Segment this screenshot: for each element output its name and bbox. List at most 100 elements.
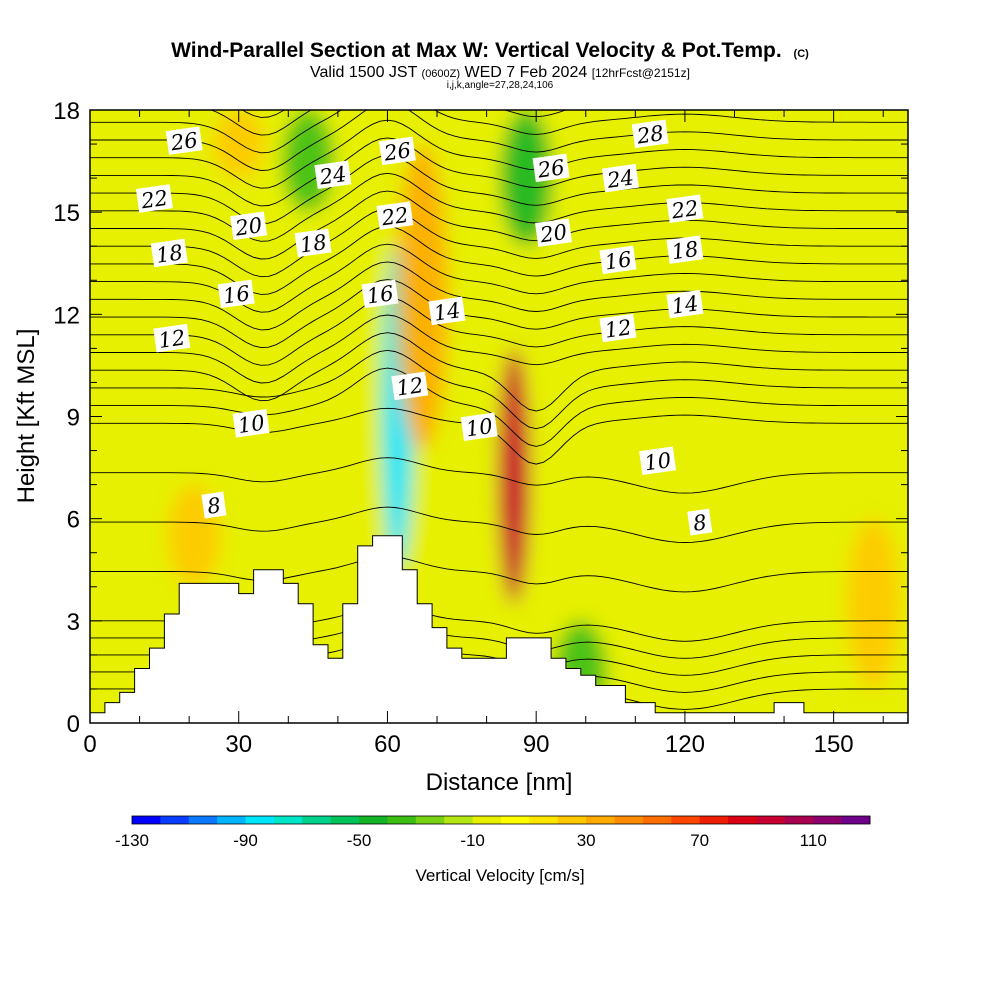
colorbar-swatch — [330, 816, 360, 824]
colorbar-frame — [131, 815, 871, 825]
contour-label-text: 16 — [365, 281, 395, 308]
contour-label: 8 — [687, 508, 713, 536]
isentrope — [90, 110, 908, 171]
field-feature — [847, 518, 900, 689]
contour-label-text: 24 — [605, 165, 636, 193]
contour-label: 14 — [428, 296, 466, 326]
colorbar-swatch — [671, 816, 701, 824]
y-tick-label: 6 — [67, 507, 80, 534]
contour-label: 18 — [150, 238, 188, 268]
x-tick-label: 0 — [83, 731, 96, 758]
colorbar-swatch — [387, 816, 417, 824]
contour-label: 22 — [376, 201, 414, 230]
x-tick-label: 90 — [523, 731, 550, 758]
contour-label-text: 10 — [643, 448, 673, 475]
chart-title-mark: (C) — [794, 48, 810, 60]
contour-label-text: 14 — [432, 298, 462, 325]
contour-label-text: 20 — [538, 220, 569, 248]
contour-label: 26 — [165, 126, 203, 156]
y-axis-label: Height [Kft MSL] — [13, 329, 40, 504]
isentrope — [90, 556, 908, 593]
contour-label: 10 — [460, 412, 498, 441]
valid-date: WED 7 Feb 2024 — [465, 64, 588, 81]
isentrope — [90, 110, 908, 154]
contour-label-text: 8 — [206, 493, 223, 519]
isentrope — [90, 261, 908, 331]
contour-label-text: 28 — [634, 121, 665, 149]
y-tick-label: 3 — [67, 609, 80, 636]
contour-label-text: 22 — [139, 186, 170, 214]
x-tick-label: 30 — [225, 731, 252, 758]
contour-label-text: 14 — [670, 291, 700, 318]
contour-label-text: 16 — [221, 281, 251, 308]
colorbar-swatch — [728, 816, 757, 824]
colorbar-swatch — [784, 816, 814, 824]
y-tick-label: 9 — [67, 405, 80, 432]
isentrope — [209, 110, 568, 136]
colorbar-swatch — [841, 816, 871, 824]
colorbar-swatch — [699, 816, 729, 824]
contour-label: 14 — [666, 289, 704, 319]
field-feature — [500, 110, 553, 247]
contour-label: 24 — [601, 163, 639, 193]
isentrope — [90, 506, 908, 543]
x-tick-label: 60 — [374, 731, 401, 758]
contour-label-text: 16 — [603, 247, 633, 274]
colorbar-tick-label: -90 — [233, 831, 258, 850]
contour-label: 10 — [232, 409, 270, 438]
valid-prefix: Valid 1500 JST — [310, 64, 418, 81]
colorbar-tick-label: 110 — [800, 831, 827, 850]
chart-title: Wind-Parallel Section at Max W: Vertical… — [171, 39, 809, 62]
contour-label-text: 20 — [233, 213, 264, 241]
y-tick-label: 12 — [53, 302, 80, 329]
contour-label-text: 12 — [157, 325, 187, 352]
colorbar-swatch — [415, 816, 445, 824]
isentrope — [90, 314, 908, 384]
colorbar-tick-label: 30 — [577, 831, 596, 850]
isentrope — [90, 208, 908, 278]
colorbar-swatch — [273, 816, 303, 824]
x-axis-label: Distance [nm] — [426, 769, 573, 796]
colorbar-swatch — [245, 816, 275, 824]
isentrope — [90, 279, 908, 349]
colorbar-swatch — [160, 816, 190, 824]
isentrope — [90, 332, 908, 412]
contour-labels: 26 22 24 26 20 22 18 18 16 16 14 12 12 10 10 8 26 28 24 22 2… — [135, 119, 713, 536]
chart-subtitle-indices: i,j,k,angle=27,28,24,106 — [447, 80, 554, 91]
isentrope — [90, 190, 908, 260]
colorbar-swatch — [614, 816, 644, 824]
x-tick-label: 120 — [665, 731, 705, 758]
contour-label-text: 24 — [317, 162, 348, 190]
isentrope — [90, 155, 908, 225]
isentrope — [90, 457, 908, 494]
colorbar-tick-label: -10 — [460, 831, 485, 850]
contour-label: 16 — [361, 279, 399, 309]
y-axis: 0 3 6 9 12 15 18 — [53, 98, 908, 738]
colorbar-swatch — [132, 816, 161, 824]
contour-label: 8 — [201, 491, 227, 519]
contour-label: 12 — [599, 313, 637, 343]
terrain — [90, 535, 908, 723]
contour-label-text: 12 — [603, 315, 633, 342]
contour-label-text: 22 — [669, 196, 700, 224]
contour-label: 18 — [666, 235, 704, 264]
isentrope — [90, 172, 908, 242]
colorbar-swatch — [217, 816, 247, 824]
contour-label: 20 — [230, 211, 268, 241]
colorbar-swatch — [359, 816, 388, 824]
valid-utc: (0600Z) — [422, 68, 461, 80]
contour-label-text: 18 — [155, 240, 185, 267]
isentrope — [90, 407, 908, 465]
contour-label-text: 8 — [692, 510, 709, 536]
chart-title-main: Wind-Parallel Section at Max W: Vertical… — [171, 39, 782, 62]
isentrope — [90, 119, 908, 189]
colorbar-swatch — [642, 816, 672, 824]
contour-label: 16 — [599, 245, 637, 275]
contour-label: 26 — [532, 153, 570, 183]
contour-label: 16 — [217, 279, 255, 309]
colorbar-swatch — [444, 816, 474, 824]
contour-label: 20 — [535, 218, 573, 248]
contour-label: 22 — [135, 184, 173, 214]
chart-subtitle-valid: Valid 1500 JST (0600Z) WED 7 Feb 2024 [1… — [310, 64, 690, 81]
